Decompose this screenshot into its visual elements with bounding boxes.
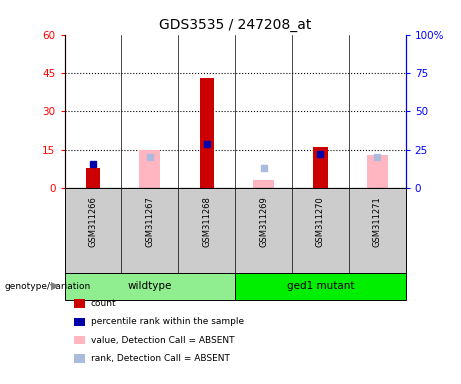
Text: ged1 mutant: ged1 mutant bbox=[287, 281, 354, 291]
Bar bbox=[65, 273, 235, 300]
Bar bbox=[139, 150, 160, 188]
Text: GSM311268: GSM311268 bbox=[202, 197, 211, 247]
Bar bbox=[235, 273, 406, 300]
Text: value, Detection Call = ABSENT: value, Detection Call = ABSENT bbox=[91, 336, 234, 345]
Text: rank, Detection Call = ABSENT: rank, Detection Call = ABSENT bbox=[91, 354, 230, 363]
Title: GDS3535 / 247208_at: GDS3535 / 247208_at bbox=[159, 18, 311, 32]
Text: GSM311266: GSM311266 bbox=[89, 197, 97, 247]
Text: GSM311271: GSM311271 bbox=[373, 197, 382, 247]
Text: genotype/variation: genotype/variation bbox=[5, 281, 91, 291]
Bar bbox=[200, 78, 214, 188]
Text: wildtype: wildtype bbox=[128, 281, 172, 291]
Text: GSM311270: GSM311270 bbox=[316, 197, 325, 247]
Text: ▶: ▶ bbox=[52, 281, 60, 291]
Text: GSM311267: GSM311267 bbox=[145, 197, 154, 247]
Text: GSM311269: GSM311269 bbox=[259, 197, 268, 247]
Bar bbox=[86, 168, 100, 188]
Bar bbox=[253, 180, 274, 188]
Bar bbox=[313, 147, 327, 188]
Bar bbox=[366, 155, 388, 188]
Text: count: count bbox=[91, 299, 117, 308]
Text: percentile rank within the sample: percentile rank within the sample bbox=[91, 317, 244, 326]
